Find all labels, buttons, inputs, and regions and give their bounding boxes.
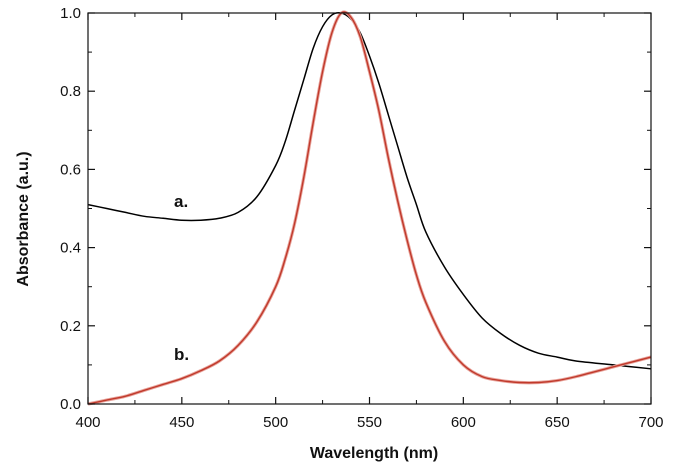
x-tick-label: 600	[451, 414, 476, 431]
x-tick-label: 500	[263, 414, 288, 431]
y-axis-ticks: 0.0 0.2 0.4 0.6 0.8 1.0	[60, 5, 651, 413]
y-tick-label: 0.6	[60, 161, 81, 178]
y-tick-label: 0.2	[60, 318, 81, 335]
series-layer	[87, 10, 652, 406]
y-tick-label: 0.8	[60, 83, 81, 100]
y-tick-label: 0.4	[60, 240, 81, 257]
x-axis-title: Wavelength (nm)	[310, 445, 438, 462]
y-axis-title: Absorbance (a.u.)	[15, 151, 32, 286]
series-label-a: a.	[174, 192, 188, 211]
x-axis-ticks: 400 450 500 550 600 650 700	[75, 13, 664, 431]
x-tick-label: 700	[638, 414, 663, 431]
x-tick-label: 450	[169, 414, 194, 431]
x-tick-label: 550	[357, 414, 382, 431]
y-tick-label: 0.0	[60, 396, 81, 413]
plot-area: 400 450 500 550 600 650 700 0.0 0.2 0.4 0.6 0.8 1.0	[60, 5, 663, 431]
y-tick-label: 1.0	[60, 5, 81, 22]
x-tick-label: 400	[75, 414, 100, 431]
series-label-b: b.	[174, 345, 189, 364]
series-line-b	[87, 11, 652, 405]
x-tick-label: 650	[545, 414, 570, 431]
